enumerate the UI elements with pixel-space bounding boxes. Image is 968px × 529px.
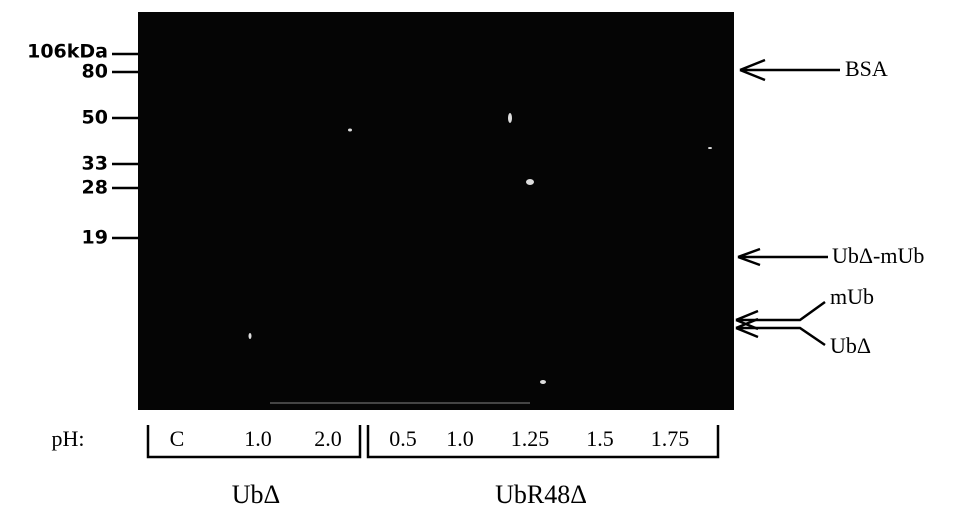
band-annotation: BSA [845,56,888,81]
marker-ticks [112,54,138,238]
lane-label: 0.5 [389,426,417,451]
marker-label: 106kDa [27,41,108,63]
arrows [736,60,840,345]
marker-label: 33 [82,153,108,175]
lane-label: 1.75 [651,426,690,451]
band-annotation: UbΔ [830,333,871,358]
lane-label: 1.25 [511,426,550,451]
band-annotation: UbΔ-mUb [832,243,924,268]
lane-label: C [170,426,185,451]
marker-label: 28 [82,177,108,199]
marker-label: 19 [82,227,108,249]
lane-label: 1.0 [244,426,272,451]
lane-label: 2.0 [314,426,342,451]
group-label: UbR48Δ [495,480,587,509]
marker-label: 80 [82,61,108,83]
gel-image [138,12,734,410]
lane-label: 1.0 [446,426,474,451]
band-annotation: mUb [830,284,874,309]
lane-brackets [148,425,718,457]
figure: pH: 106kDa80 50 3328 19 BSA UbΔ-mUb mUb UbΔ C 1.0… [0,0,968,529]
lane-label: 1.5 [586,426,614,451]
ph-label: pH: [52,426,85,451]
marker-label: 50 [82,107,108,129]
group-label: UbΔ [232,480,281,509]
